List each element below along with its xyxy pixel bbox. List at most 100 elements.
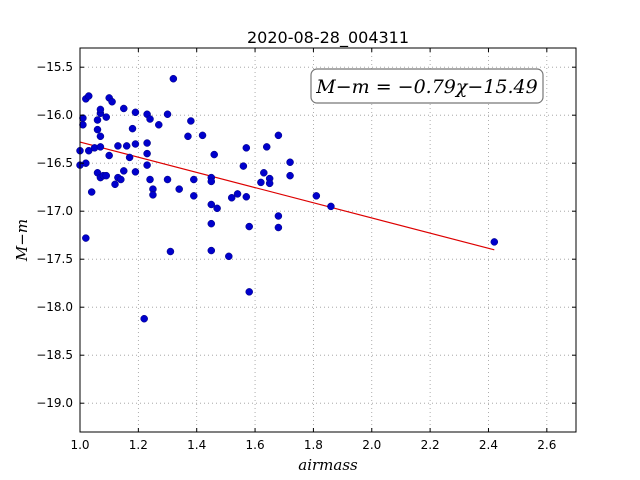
fit-line-group — [79, 141, 495, 251]
data-point — [87, 188, 96, 196]
data-point — [242, 193, 251, 201]
x-tick-label: 1.2 — [129, 438, 148, 452]
data-point — [155, 121, 163, 129]
x-tick-label: 2.6 — [537, 438, 556, 452]
data-point — [274, 212, 283, 220]
data-point — [131, 140, 140, 148]
data-point — [286, 171, 294, 180]
data-point — [265, 179, 274, 188]
data-point — [96, 132, 105, 141]
data-point — [108, 98, 116, 106]
data-point — [286, 158, 294, 166]
data-point — [140, 314, 148, 323]
data-point — [207, 200, 216, 209]
data-point — [207, 219, 216, 228]
y-axis-label: M−m — [13, 219, 31, 262]
grid — [79, 48, 576, 432]
data-point — [190, 175, 198, 184]
data-point — [239, 162, 248, 170]
data-point — [131, 168, 140, 176]
x-tick-label: 1.4 — [187, 438, 206, 452]
data-point — [146, 175, 154, 184]
y-axis: −15.5 −16.0 −16.5 −17.0 −17.5 −18.0 −18.5 −19.0 — [36, 60, 576, 410]
data-point — [175, 185, 183, 193]
data-point — [166, 247, 175, 256]
data-point — [260, 169, 268, 177]
data-point — [225, 252, 233, 261]
data-point — [242, 144, 251, 152]
data-point — [312, 192, 321, 200]
plot-frame — [79, 47, 577, 433]
y-tick-label: −17.0 — [36, 204, 73, 218]
data-point — [143, 149, 151, 158]
data-point — [149, 191, 157, 199]
data-point — [111, 180, 119, 189]
data-point — [79, 121, 87, 129]
data-point — [327, 202, 335, 211]
data-point — [102, 113, 111, 121]
data-point — [102, 171, 111, 180]
fit-annotation: M−m = −0.79χ−15.49 — [310, 68, 544, 104]
x-tick-label: 2.2 — [421, 438, 440, 452]
data-point — [207, 177, 216, 186]
x-tick-label: 2.0 — [362, 438, 381, 452]
data-point — [257, 178, 265, 187]
chart-title: 2020-08-28_004311 — [247, 28, 409, 48]
data-point — [163, 175, 172, 184]
x-tick-label: 2.4 — [479, 438, 498, 452]
y-tick-label: −18.5 — [36, 348, 73, 362]
data-point — [245, 288, 253, 296]
data-point — [187, 117, 195, 125]
data-point — [262, 143, 271, 151]
data-point — [82, 234, 90, 242]
data-point — [128, 124, 137, 133]
data-point — [233, 190, 242, 198]
data-point — [96, 105, 105, 114]
data-point — [93, 125, 102, 134]
data-point — [93, 116, 102, 124]
y-tick-label: −17.5 — [36, 252, 73, 266]
data-point — [120, 104, 128, 113]
data-point — [114, 142, 122, 150]
data-point — [245, 222, 253, 231]
data-point — [146, 115, 154, 123]
annotation-text: M−m = −0.79χ−15.49 — [315, 76, 537, 98]
data-point — [125, 153, 134, 162]
annotation-box — [310, 68, 544, 104]
data-point — [120, 167, 128, 175]
data-point — [143, 139, 151, 147]
plot-background — [80, 48, 576, 432]
data-point — [96, 143, 105, 151]
data-point — [207, 246, 216, 255]
x-tick-label: 1.8 — [304, 438, 323, 452]
y-tick-label: −16.5 — [36, 156, 73, 170]
plot-area — [76, 47, 577, 433]
data-point — [169, 74, 178, 83]
fit-line — [79, 141, 495, 251]
data-point — [490, 238, 499, 246]
x-axis-label: airmass — [298, 456, 358, 474]
y-tick-label: −18.0 — [36, 300, 73, 314]
data-point — [274, 223, 283, 232]
data-point — [184, 132, 192, 141]
x-tick-label: 1.6 — [246, 438, 265, 452]
data-point — [190, 192, 198, 200]
data-point — [213, 204, 221, 213]
data-point — [210, 150, 218, 159]
y-tick-label: −15.5 — [36, 60, 73, 74]
x-tick-label: 1.0 — [70, 438, 89, 452]
data-point — [198, 131, 207, 140]
data-points — [76, 74, 499, 323]
y-tick-label: −19.0 — [36, 396, 73, 410]
data-point — [143, 161, 151, 169]
data-point — [274, 131, 283, 140]
y-tick-label: −16.0 — [36, 108, 73, 122]
x-axis: 1.0 1.2 1.4 1.6 1.8 2.0 2.2 2.4 2.6 — [70, 48, 556, 452]
data-point — [131, 108, 140, 117]
data-point — [122, 142, 131, 150]
data-point — [85, 92, 93, 100]
data-point — [227, 194, 236, 202]
data-point — [163, 110, 172, 118]
data-point — [117, 175, 125, 184]
